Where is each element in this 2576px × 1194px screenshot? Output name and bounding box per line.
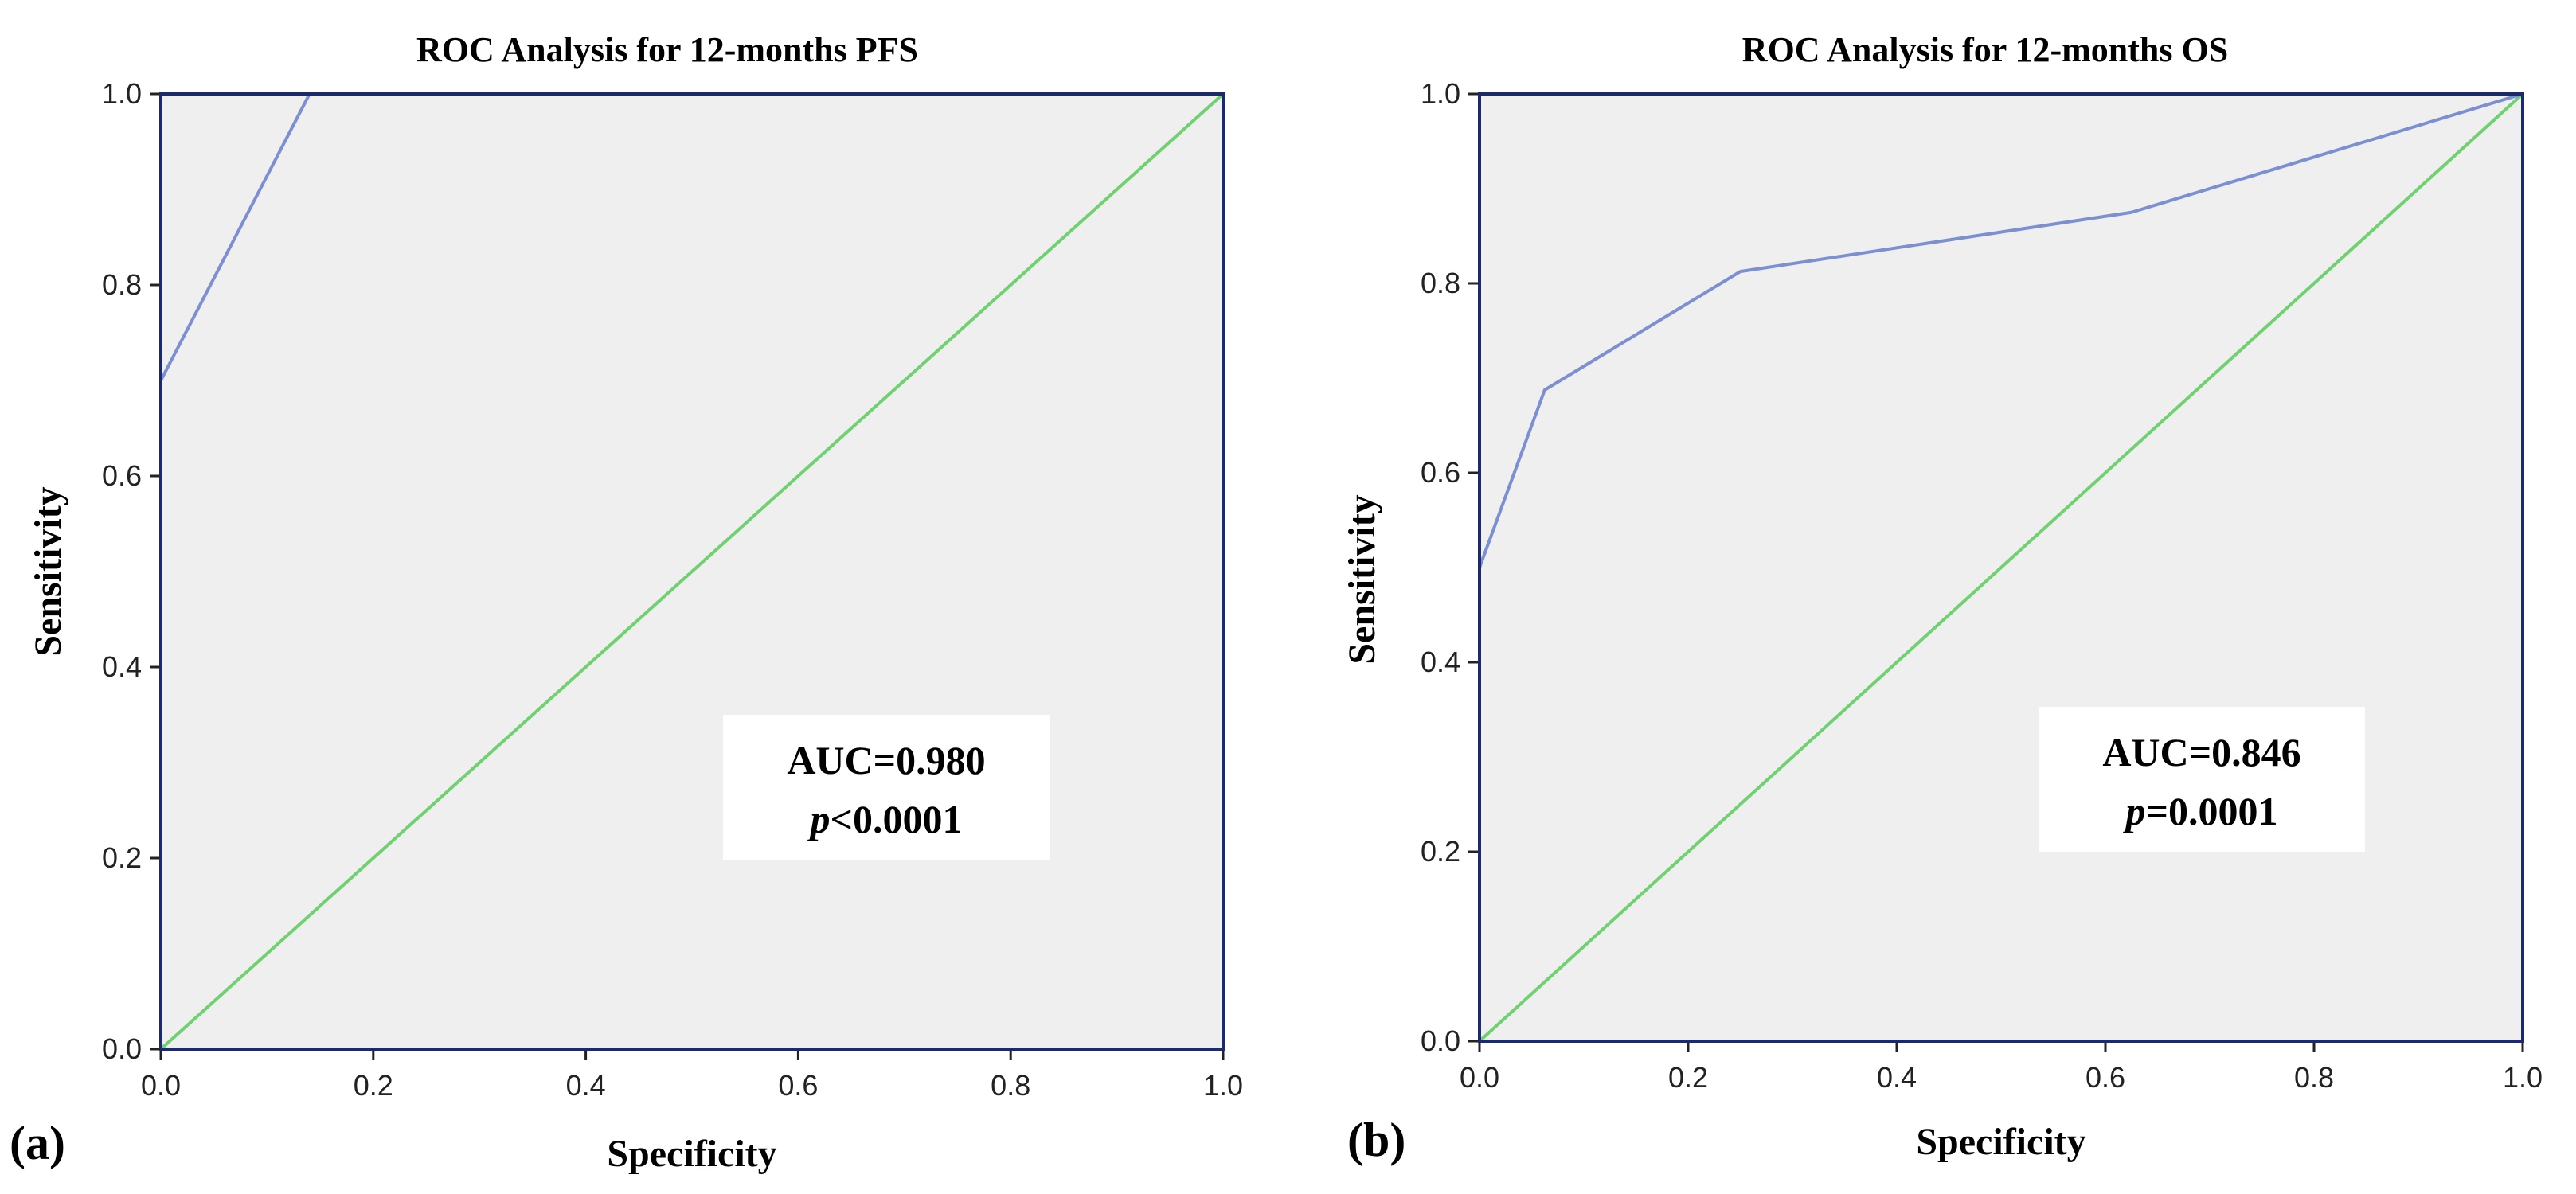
x-axis-label: Specificity xyxy=(607,1133,776,1175)
auc-annotation-box: AUC=0.846 p=0.0001 xyxy=(2039,707,2365,852)
reference-diagonal-line xyxy=(1478,92,2524,1043)
chart-title: ROC Analysis for 12-months OS xyxy=(1742,30,2228,69)
panel-label: (a) xyxy=(10,1117,65,1169)
y-tick-label: 0.0 xyxy=(102,1032,142,1065)
y-tick-label: 0.0 xyxy=(1421,1024,1460,1057)
y-axis-ticks: 0.0 0.2 0.4 0.6 0.8 1.0 xyxy=(1421,77,1480,1057)
x-tick-label: 0.2 xyxy=(354,1069,393,1102)
x-tick-label: 0.4 xyxy=(1877,1061,1917,1094)
x-axis-label: Specificity xyxy=(1916,1121,2085,1163)
auc-value: AUC=0.846 xyxy=(2102,730,2300,775)
y-tick-label: 0.6 xyxy=(1421,456,1460,489)
plot-frame xyxy=(159,92,1225,1051)
x-tick-label: 0.8 xyxy=(2294,1061,2334,1094)
y-tick-label: 1.0 xyxy=(1421,77,1460,110)
panel-b: ROC Analysis for 12-months OS 0.00.20.40… xyxy=(1341,30,2543,1166)
x-tick-label: 1.0 xyxy=(2503,1061,2543,1094)
p-value: p=0.0001 xyxy=(2123,789,2278,833)
x-tick-label: 0.2 xyxy=(1668,1061,1708,1094)
x-tick-label: 0.0 xyxy=(141,1069,181,1102)
x-tick-label: 1.0 xyxy=(1203,1069,1243,1102)
y-tick-label: 0.4 xyxy=(102,650,142,683)
plot-frame xyxy=(1478,92,2524,1043)
x-axis-ticks: 0.0 0.2 0.4 0.6 0.8 1.0 xyxy=(1460,1041,2543,1094)
y-axis-label: Sensitivity xyxy=(1341,494,1383,664)
y-axis-ticks: 0.0 0.2 0.4 0.6 0.8 1.0 xyxy=(102,77,161,1065)
x-tick-label: 0.4 xyxy=(566,1069,606,1102)
y-tick-label: 0.6 xyxy=(102,459,142,492)
auc-value: AUC=0.980 xyxy=(787,738,985,782)
y-tick-label: 0.2 xyxy=(1421,835,1460,868)
reference-diagonal-line xyxy=(159,92,1225,1051)
x-tick-label: 0.0 xyxy=(1460,1061,1499,1094)
auc-annotation-box: AUC=0.980 p<0.0001 xyxy=(723,715,1050,860)
p-value: p<0.0001 xyxy=(807,797,963,841)
x-tick-label: 0.6 xyxy=(778,1069,818,1102)
panel-a: ROC Analysis for 12-months PFS 0.0 0.2 0.4… xyxy=(10,30,1243,1175)
y-tick-label: 0.4 xyxy=(1421,646,1460,678)
x-tick-label: 0.6 xyxy=(2085,1061,2125,1094)
y-axis-label: Sensitivity xyxy=(27,486,69,656)
panel-label: (b) xyxy=(1347,1114,1405,1166)
y-tick-label: 0.8 xyxy=(1421,267,1460,299)
chart-title: ROC Analysis for 12-months PFS xyxy=(416,30,918,69)
y-tick-label: 0.2 xyxy=(102,841,142,874)
x-axis-ticks: 0.0 0.2 0.4 0.6 0.8 1.0 xyxy=(141,1049,1243,1102)
y-tick-label: 0.8 xyxy=(102,268,142,301)
x-tick-label: 0.8 xyxy=(991,1069,1030,1102)
y-tick-label: 1.0 xyxy=(102,77,142,110)
